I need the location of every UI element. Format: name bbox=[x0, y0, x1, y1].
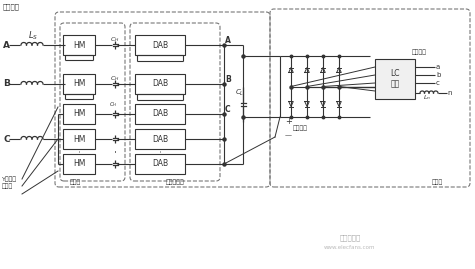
Text: C: C bbox=[3, 134, 10, 143]
Text: 隔离变换级: 隔离变换级 bbox=[166, 179, 184, 185]
Bar bbox=[63, 154, 95, 174]
Text: n: n bbox=[447, 90, 452, 96]
Text: www.elecfans.com: www.elecfans.com bbox=[324, 245, 376, 250]
Bar bbox=[63, 74, 95, 94]
Text: a: a bbox=[436, 64, 440, 70]
Bar bbox=[63, 129, 95, 149]
Text: B: B bbox=[225, 75, 231, 84]
Text: A: A bbox=[225, 36, 231, 45]
Text: $L_n$: $L_n$ bbox=[423, 93, 431, 102]
Bar bbox=[63, 104, 95, 124]
Bar bbox=[135, 74, 185, 94]
Text: HM: HM bbox=[73, 109, 85, 119]
Text: 直流接口: 直流接口 bbox=[293, 126, 308, 131]
Text: DAB: DAB bbox=[152, 160, 168, 168]
Text: 电子发烧友: 电子发烧友 bbox=[339, 234, 361, 240]
Text: C: C bbox=[225, 105, 231, 114]
Text: HM: HM bbox=[73, 134, 85, 143]
Text: DAB: DAB bbox=[152, 134, 168, 143]
Text: c: c bbox=[436, 80, 440, 86]
Bar bbox=[135, 129, 185, 149]
Text: B: B bbox=[3, 80, 10, 89]
Text: HM: HM bbox=[73, 80, 85, 89]
Bar bbox=[135, 104, 185, 124]
Text: HM: HM bbox=[73, 160, 85, 168]
Text: $C_H$: $C_H$ bbox=[110, 74, 120, 83]
Text: 输入级: 输入级 bbox=[69, 179, 81, 185]
Bar bbox=[135, 154, 185, 174]
Text: 交流接口: 交流接口 bbox=[412, 49, 427, 55]
Text: 输入接口: 输入接口 bbox=[3, 3, 20, 10]
Text: Y型连接
中性点: Y型连接 中性点 bbox=[2, 176, 17, 189]
Text: DAB: DAB bbox=[152, 80, 168, 89]
Bar bbox=[135, 35, 185, 55]
Text: b: b bbox=[436, 72, 440, 78]
Text: DAB: DAB bbox=[152, 41, 168, 49]
Text: 输出级: 输出级 bbox=[432, 179, 443, 185]
Text: LC
滤波: LC 滤波 bbox=[390, 69, 400, 89]
Text: DAB: DAB bbox=[152, 109, 168, 119]
Bar bbox=[63, 35, 95, 55]
Text: $C_H$: $C_H$ bbox=[110, 35, 120, 44]
Text: HM: HM bbox=[73, 41, 85, 49]
Text: —: — bbox=[285, 132, 292, 138]
Text: $L_S$: $L_S$ bbox=[28, 30, 38, 43]
Text: $C_L$: $C_L$ bbox=[235, 87, 244, 98]
Text: $C_H$: $C_H$ bbox=[109, 100, 118, 109]
Text: A: A bbox=[3, 41, 10, 49]
Bar bbox=[375, 59, 415, 99]
Text: +: + bbox=[285, 118, 292, 126]
